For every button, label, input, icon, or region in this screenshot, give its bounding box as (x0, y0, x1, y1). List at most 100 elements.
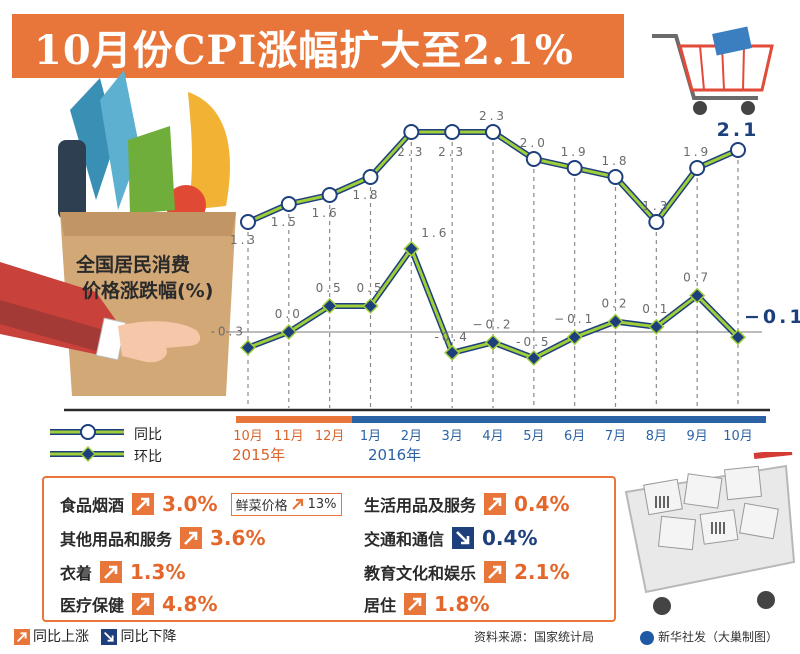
month-tick-label: 10月 (233, 429, 263, 444)
category-item: 其他用品和服务 3.6% (60, 526, 265, 550)
arrow-down-icon (101, 629, 118, 645)
yoy-data-label: 1.8 (601, 154, 629, 168)
mom-point (321, 297, 338, 315)
bag-label-line-1: 全国居民消费 (76, 254, 191, 276)
legend-yoy-label: 同比 (134, 427, 162, 443)
mom-point (648, 318, 665, 335)
mom-data-label: -0.5 (516, 335, 551, 349)
arrow-up-icon (484, 493, 507, 515)
category-value: 4.8% (162, 592, 218, 616)
month-tick-label: 2月 (401, 429, 422, 444)
month-tick-label: 8月 (646, 429, 667, 444)
category-value: 0.4% (514, 492, 570, 516)
category-value: 2.1% (514, 560, 570, 584)
arrow-up-icon (484, 561, 507, 583)
month-tick-label: 4月 (482, 429, 503, 444)
mom-point (280, 323, 297, 341)
yoy-point (403, 124, 420, 140)
data-source: 资料来源：国家统计局 (474, 630, 595, 644)
month-tick-label: 12月 (315, 429, 345, 444)
year-band-2016 (352, 416, 766, 423)
footer-legend: 同比上涨 同比下降 (14, 626, 184, 646)
footer-up-label: 同比上涨 (33, 629, 89, 645)
mom-point (729, 329, 747, 346)
year-label-2016: 2016年 (368, 446, 422, 464)
veg-tag-label: 鲜菜价格 (235, 498, 288, 514)
yoy-point (648, 214, 665, 230)
category-name: 医疗保健 (60, 596, 125, 615)
category-item: 教育文化和娱乐 2.1% (364, 560, 569, 584)
yoy-data-label: 1.3 (230, 233, 258, 247)
mom-data-label: 0.5 (316, 281, 344, 295)
yoy-point (280, 196, 297, 212)
yoy-data-label: 1.9 (683, 145, 711, 159)
yoy-point (444, 124, 461, 140)
yoy-data-label: 2.3 (479, 109, 507, 123)
arrow-up-icon (132, 593, 155, 615)
year-band-2015 (236, 416, 352, 423)
arrow-down-icon (452, 527, 475, 549)
mom-point (444, 344, 461, 361)
category-value: 3.0% (162, 492, 218, 516)
category-name: 生活用品及服务 (364, 496, 477, 515)
yoy-point (525, 151, 542, 167)
yoy-data-label: 2.1 (717, 119, 760, 141)
footer-legend-down: 同比下降 (101, 626, 176, 646)
mom-point (403, 240, 420, 257)
title-bar: 10月份CPI涨幅扩大至2.1% (12, 14, 624, 78)
yoy-data-label: 1.6 (312, 206, 340, 220)
yoy-series: 1.3 1.5 1.6 1.8 2.3 2.3 2.3 2.0 1.9 1.8 1.3 1.9 2.1 (230, 109, 760, 247)
yoy-point (362, 169, 379, 185)
mom-point (362, 297, 379, 315)
mom-data-label: −0.2 (472, 317, 513, 331)
mom-data-label: -0.3 (211, 325, 246, 339)
arrow-up-icon (291, 498, 303, 510)
veg-tag-value: 13% (307, 496, 337, 512)
year-label-2015: 2015年 (232, 446, 286, 464)
month-tick-label: 11月 (274, 429, 304, 444)
arrow-up-icon (14, 629, 30, 645)
yoy-point (607, 169, 624, 185)
title-band: 10月份CPI涨幅扩大至2.1% (0, 14, 800, 78)
mom-point (607, 313, 624, 330)
credit-line: 新华社发（大巢制图） (640, 628, 778, 645)
month-tick-label: 7月 (605, 429, 626, 444)
product-cart-illustration (624, 452, 796, 615)
mom-data-label: -0.4 (434, 330, 469, 344)
yoy-data-label: 1.8 (352, 188, 380, 202)
shopping-cart-icon (652, 26, 774, 115)
footer-down-label: 同比下降 (120, 629, 177, 645)
mom-data-label: −0.1 (554, 312, 595, 326)
yoy-data-label: 1.9 (561, 145, 589, 159)
category-value: 1.8% (434, 592, 490, 616)
mom-point (566, 329, 583, 346)
mom-series: -0.30.00.5 0.51.6-0.4−0.2-0.5−0.10.2 0.10.… (211, 226, 800, 367)
mom-data-label: 0.5 (356, 281, 384, 295)
yoy-data-label: 2.3 (397, 145, 425, 159)
yoy-data-label: 2.3 (438, 145, 466, 159)
legend-mom-label: 环比 (134, 449, 162, 465)
category-item: 生活用品及服务 0.4% (364, 492, 569, 516)
category-value: 1.3% (130, 560, 186, 584)
yoy-point (730, 142, 746, 158)
category-value: 3.6% (210, 526, 266, 550)
yoy-point (485, 124, 501, 140)
category-item: 居住 1.8% (364, 592, 489, 616)
legend-yoy-marker (50, 424, 124, 440)
category-item: 交通和通信 0.4% (364, 526, 537, 550)
page-title: 10月份CPI涨幅扩大至2.1% (34, 27, 574, 74)
mom-data-label: 1.6 (421, 226, 449, 240)
yoy-point (689, 160, 706, 176)
category-item: 医疗保健 4.8% (60, 592, 217, 616)
xinhua-logo-icon (640, 630, 654, 645)
month-tick-label: 6月 (564, 429, 585, 444)
category-name: 居住 (364, 596, 397, 615)
yoy-data-label: 1.3 (642, 199, 670, 213)
month-tick-labels: 10月 11月 12月 1月 2月 3月 4月 5月 6月 7月 8月 9月 10月 (233, 429, 753, 444)
mom-data-label: 0.0 (275, 307, 303, 321)
mom-data-label: 0.7 (683, 271, 711, 285)
categories-panel: 食品烟酒 3.0% 鲜菜价格 13% 生活用品及服务 0.4% 其他用品和服务 3.6%… (42, 476, 616, 622)
month-tick-label: 9月 (687, 429, 708, 444)
yoy-data-label: 2.0 (520, 136, 548, 150)
